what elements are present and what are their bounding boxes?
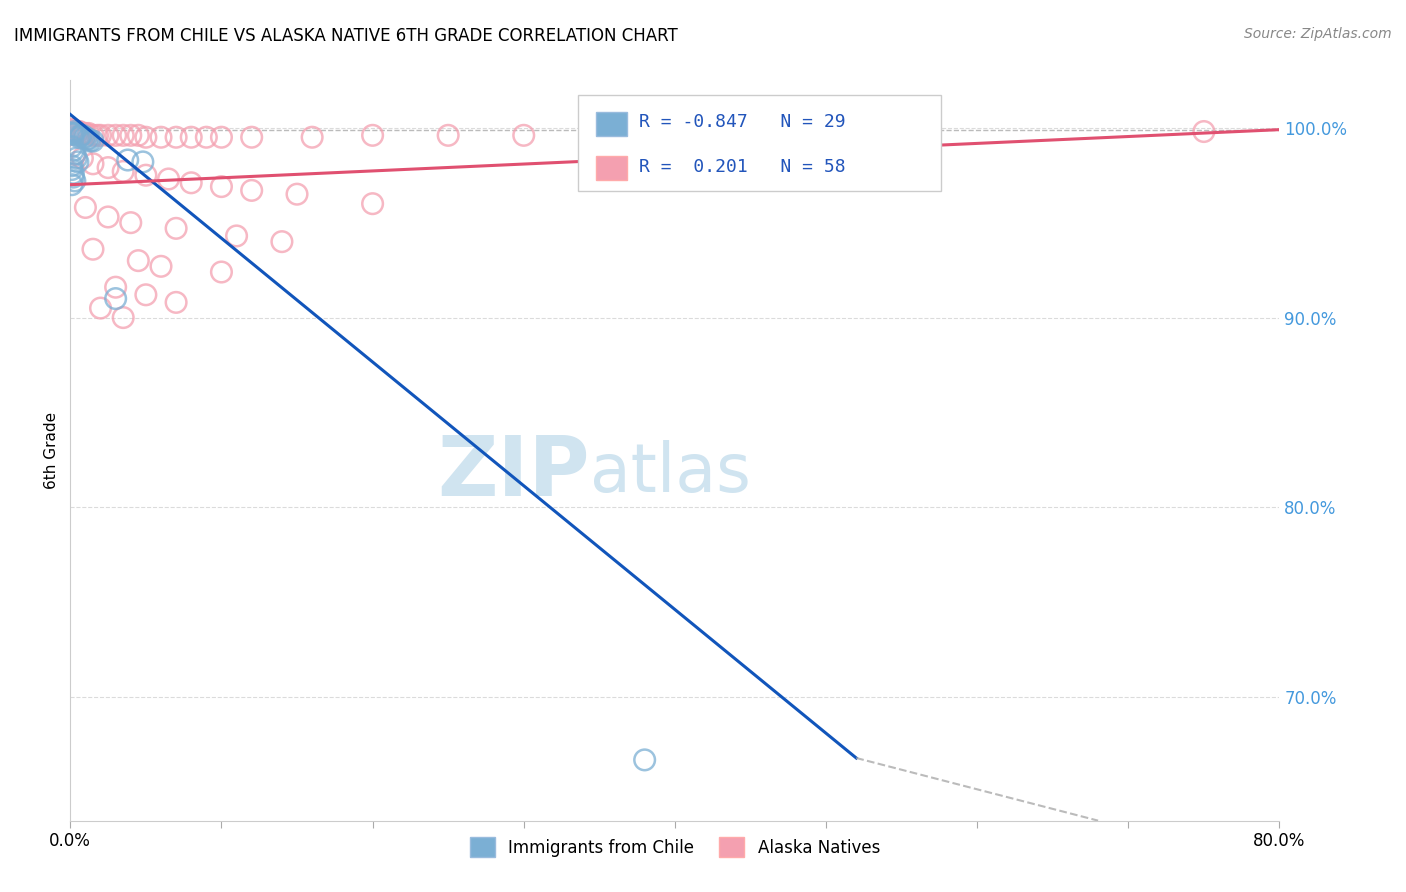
Point	[104, 292, 127, 306]
Point	[150, 260, 172, 274]
Text: IMMIGRANTS FROM CHILE VS ALASKA NATIVE 6TH GRADE CORRELATION CHART: IMMIGRANTS FROM CHILE VS ALASKA NATIVE 6…	[14, 27, 678, 45]
Point	[62, 170, 84, 185]
Point	[63, 147, 86, 161]
Point	[73, 127, 96, 141]
Point	[97, 128, 120, 143]
Point	[82, 128, 104, 143]
Point	[240, 130, 263, 145]
Point	[82, 242, 104, 256]
Point	[77, 132, 100, 146]
Point	[67, 124, 90, 138]
Point	[361, 128, 384, 143]
Point	[65, 151, 87, 165]
Point	[361, 196, 384, 211]
Point	[60, 159, 83, 173]
FancyBboxPatch shape	[578, 95, 941, 191]
Point	[75, 130, 97, 145]
Text: R =  0.201   N = 58: R = 0.201 N = 58	[638, 158, 845, 176]
Point	[211, 265, 233, 279]
Point	[132, 155, 155, 169]
Point	[73, 130, 96, 145]
Point	[62, 166, 84, 180]
Bar	[596, 112, 627, 136]
Point	[165, 130, 187, 145]
Point	[90, 128, 111, 143]
Point	[62, 144, 84, 158]
Point	[65, 124, 87, 138]
Point	[79, 134, 101, 148]
Point	[135, 287, 157, 301]
Point	[150, 130, 172, 145]
Text: Source: ZipAtlas.com: Source: ZipAtlas.com	[1244, 27, 1392, 41]
Point	[63, 124, 86, 138]
Bar	[596, 156, 627, 180]
Point	[513, 128, 536, 143]
Point	[127, 128, 149, 143]
Point	[75, 201, 97, 215]
Point	[63, 124, 86, 138]
Point	[180, 176, 202, 190]
Point	[112, 164, 135, 178]
Point	[120, 216, 142, 230]
Point	[112, 310, 135, 325]
Point	[70, 128, 93, 143]
Point	[240, 183, 263, 197]
Point	[633, 753, 655, 767]
Point	[82, 134, 104, 148]
Point	[63, 174, 86, 188]
Point	[60, 139, 83, 153]
Point	[72, 127, 94, 141]
Text: R = -0.847   N = 29: R = -0.847 N = 29	[638, 113, 845, 131]
Point	[67, 130, 90, 145]
Point	[77, 127, 100, 141]
Point	[135, 130, 157, 145]
Point	[60, 162, 83, 177]
Legend: Immigrants from Chile, Alaska Natives: Immigrants from Chile, Alaska Natives	[463, 830, 887, 864]
Point	[195, 130, 218, 145]
Point	[62, 127, 84, 141]
Point	[76, 132, 98, 146]
Point	[117, 153, 139, 167]
Point	[270, 235, 294, 249]
Point	[70, 127, 93, 141]
Point	[211, 179, 233, 194]
Point	[72, 128, 94, 143]
Point	[97, 161, 120, 175]
Point	[165, 221, 187, 235]
Point	[135, 168, 157, 182]
Point	[75, 127, 97, 141]
Point	[63, 147, 86, 161]
Point	[62, 122, 84, 136]
Point	[120, 128, 142, 143]
Point	[60, 178, 83, 192]
Point	[180, 130, 202, 145]
Point	[60, 127, 83, 141]
Point	[65, 127, 87, 141]
Point	[112, 128, 135, 143]
Point	[66, 128, 89, 143]
Point	[1192, 124, 1215, 138]
Y-axis label: 6th Grade: 6th Grade	[44, 412, 59, 489]
Point	[86, 128, 108, 143]
Point	[90, 301, 111, 315]
Point	[437, 128, 460, 143]
Text: ZIP: ZIP	[437, 432, 591, 513]
Point	[165, 295, 187, 310]
Point	[72, 151, 94, 165]
Point	[60, 122, 83, 136]
Point	[66, 155, 89, 169]
Point	[97, 210, 120, 224]
Point	[104, 128, 127, 143]
Point	[127, 253, 149, 268]
Point	[211, 130, 233, 145]
Point	[82, 157, 104, 171]
Point	[104, 280, 127, 294]
Text: atlas: atlas	[591, 440, 751, 506]
Point	[157, 172, 180, 186]
Point	[225, 229, 247, 244]
Point	[285, 187, 308, 202]
Point	[301, 130, 323, 145]
Point	[66, 124, 89, 138]
